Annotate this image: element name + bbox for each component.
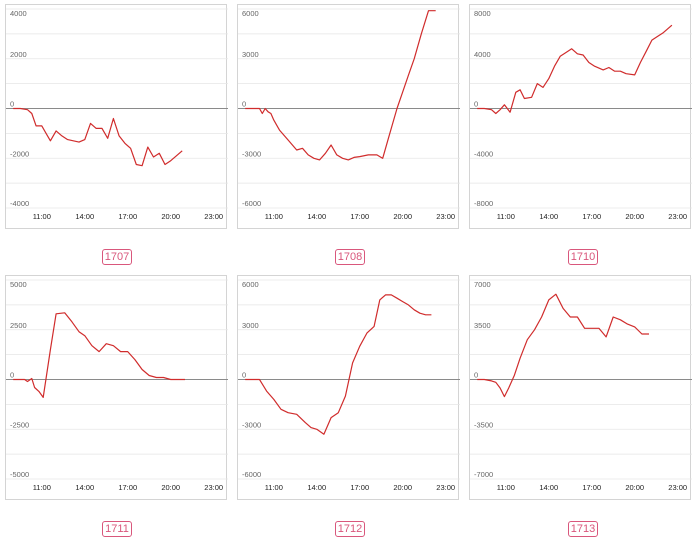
x-tick-label: 20:00	[161, 483, 180, 492]
x-tick-label: 17:00	[350, 212, 369, 221]
y-tick-label: 3500	[474, 321, 491, 330]
series-line-1710	[477, 24, 673, 115]
x-tick-label: 14:00	[307, 212, 326, 221]
x-tick-label: 23:00	[668, 212, 687, 221]
y-tick-label: 2500	[10, 321, 27, 330]
x-tick-label: 20:00	[161, 212, 180, 221]
chart-panel-1711: 5000 2500 0 -2500 -5000 11:00 14:00 17:00 20:00 2…	[5, 275, 228, 500]
line-chart-svg: 4000 2000 0 -2000 -4000 11:00 14:00 17:00 20:00 2…	[6, 8, 228, 221]
series-line-1712	[245, 294, 432, 435]
chart-panel-1707: 4000 2000 0 -2000 -4000 11:00 14:00 17:00 20:00 2…	[5, 4, 228, 229]
y-tick-label: -7000	[474, 470, 493, 479]
x-tick-label: 23:00	[204, 483, 223, 492]
y-tick-label: -6000	[242, 199, 261, 208]
series-line-1713	[477, 293, 649, 398]
y-tick-label: -2500	[10, 420, 29, 429]
y-tick-label: -3000	[242, 420, 261, 429]
x-tick-label: 11:00	[33, 212, 51, 221]
chart-panel-1710: 8000 4000 0 -4000 -8000 11:00 14:00 17:00 20:00 2…	[469, 4, 692, 229]
x-tick-label: 17:00	[118, 483, 137, 492]
chart-panel-1712: 6000 3000 0 -3000 -6000 11:00 14:00 17:00 20:00 2…	[237, 275, 460, 500]
y-tick-label: 0	[474, 371, 478, 380]
x-tick-label: 23:00	[668, 483, 687, 492]
line-chart-svg: 6000 3000 0 -3000 -6000 11:00 14:00 17:00 20:00 2…	[238, 8, 460, 221]
y-tick-label: 3000	[242, 50, 259, 59]
x-tick-label: 11:00	[265, 212, 283, 221]
y-tick-label: 3000	[242, 321, 259, 330]
series-line-1707	[13, 107, 183, 167]
x-tick-label: 11:00	[265, 483, 283, 492]
x-tick-label: 14:00	[75, 483, 94, 492]
x-tick-label: 17:00	[350, 483, 369, 492]
x-tick-label: 17:00	[118, 212, 137, 221]
x-tick-label: 14:00	[307, 483, 326, 492]
contract-label-1708[interactable]: 1708	[335, 249, 365, 265]
x-tick-label: 11:00	[33, 483, 51, 492]
contract-label-1711[interactable]: 1711	[102, 521, 132, 537]
y-tick-label: -3000	[242, 149, 261, 158]
y-tick-label: 4000	[10, 9, 27, 18]
y-tick-label: 6000	[242, 280, 259, 289]
line-chart-svg: 5000 2500 0 -2500 -5000 11:00 14:00 17:00 20:00 2…	[6, 279, 228, 492]
y-tick-label: -4000	[10, 199, 29, 208]
chart-panel-1708: 6000 3000 0 -3000 -6000 11:00 14:00 17:00 20:00 2…	[237, 4, 460, 229]
contract-label-1712[interactable]: 1712	[335, 521, 365, 537]
x-tick-label: 20:00	[393, 483, 412, 492]
x-tick-label: 14:00	[75, 212, 94, 221]
x-tick-label: 23:00	[204, 212, 223, 221]
y-tick-label: -3500	[474, 420, 493, 429]
y-tick-label: 0	[242, 371, 246, 380]
y-tick-label: 4000	[474, 50, 491, 59]
y-tick-label: 7000	[474, 280, 491, 289]
line-chart-svg: 6000 3000 0 -3000 -6000 11:00 14:00 17:00 20:00 2…	[238, 279, 460, 492]
contract-label-1710[interactable]: 1710	[568, 249, 598, 265]
y-tick-label: 0	[10, 100, 14, 109]
y-tick-label: 6000	[242, 9, 259, 18]
contract-label-1707[interactable]: 1707	[102, 249, 132, 265]
x-tick-label: 17:00	[582, 483, 601, 492]
series-line-1708	[245, 10, 436, 161]
chart-panel-1713: 7000 3500 0 -3500 -7000 11:00 14:00 17:00 20:00 2…	[469, 275, 692, 500]
line-chart-svg: 8000 4000 0 -4000 -8000 11:00 14:00 17:00 20:00 2…	[470, 8, 692, 221]
y-tick-label: 2000	[10, 50, 27, 59]
x-tick-label: 23:00	[436, 483, 455, 492]
contract-label-1713[interactable]: 1713	[568, 521, 598, 537]
series-line-1711	[13, 312, 185, 399]
x-tick-label: 20:00	[625, 483, 644, 492]
x-tick-label: 14:00	[539, 212, 558, 221]
x-tick-label: 11:00	[497, 212, 515, 221]
y-tick-label: -4000	[474, 149, 493, 158]
y-tick-label: 0	[474, 100, 478, 109]
y-tick-label: 5000	[10, 280, 27, 289]
x-tick-label: 20:00	[393, 212, 412, 221]
y-tick-label: 0	[242, 100, 246, 109]
y-tick-label: 8000	[474, 9, 491, 18]
y-tick-label: 0	[10, 371, 14, 380]
y-tick-label: -5000	[10, 470, 29, 479]
x-tick-label: 23:00	[436, 212, 455, 221]
x-tick-label: 14:00	[539, 483, 558, 492]
x-tick-label: 17:00	[582, 212, 601, 221]
y-tick-label: -2000	[10, 149, 29, 158]
x-tick-label: 11:00	[497, 483, 515, 492]
x-tick-label: 20:00	[625, 212, 644, 221]
y-tick-label: -6000	[242, 470, 261, 479]
y-tick-label: -8000	[474, 199, 493, 208]
line-chart-svg: 7000 3500 0 -3500 -7000 11:00 14:00 17:00 20:00 2…	[470, 279, 692, 492]
